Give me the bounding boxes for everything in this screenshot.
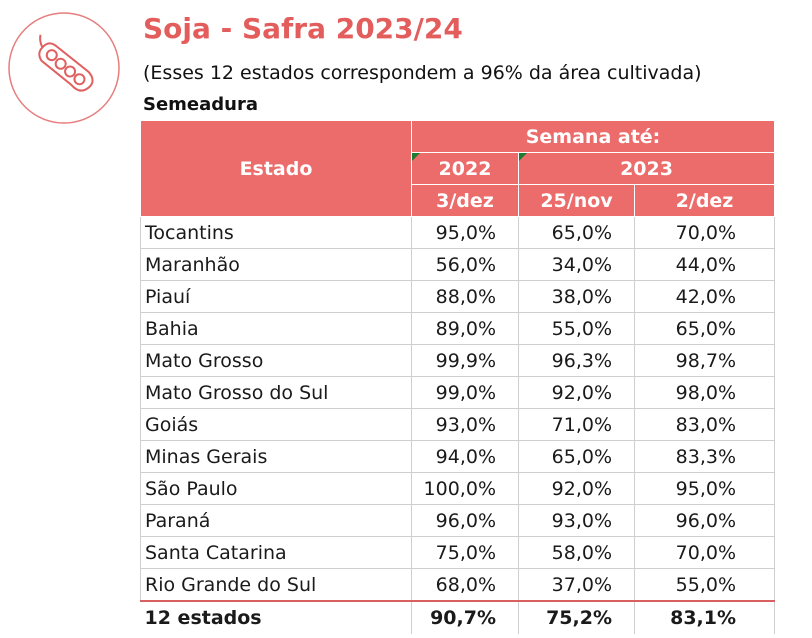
cell-value: 34,0% <box>518 248 635 281</box>
cell-value: 88,0% <box>411 280 519 313</box>
cell-estado: Santa Catarina <box>140 536 412 569</box>
cell-estado: Tocantins <box>140 216 412 249</box>
cell-value: 98,7% <box>634 344 776 377</box>
page-title: Soja - Safra 2023/24 <box>143 12 463 45</box>
cell-value: 70,0% <box>634 536 776 569</box>
cell-value: 93,0% <box>411 408 519 441</box>
cell-value: 94,0% <box>411 440 519 473</box>
table-row: Goiás 93,0% 71,0% 83,0% <box>140 408 776 441</box>
cell-value: 37,0% <box>518 568 635 602</box>
cell-estado: Piauí <box>140 280 412 313</box>
cell-value: 65,0% <box>518 440 635 473</box>
cell-value: 83,3% <box>634 440 776 473</box>
cell-estado: Rio Grande do Sul <box>140 568 412 602</box>
cell-value: 44,0% <box>634 248 776 281</box>
table-row: Mato Grosso 99,9% 96,3% 98,7% <box>140 344 776 377</box>
table-row: Maranhão 56,0% 34,0% 44,0% <box>140 248 776 281</box>
table-row: Piauí 88,0% 38,0% 42,0% <box>140 280 776 313</box>
comment-marker-icon <box>519 153 527 161</box>
cell-value: 71,0% <box>518 408 635 441</box>
comment-marker-icon <box>412 153 420 161</box>
cell-value: 99,9% <box>411 344 519 377</box>
total-value: 75,2% <box>518 600 635 634</box>
header-year-2023: 2023 <box>517 152 776 185</box>
cell-value: 95,0% <box>634 472 776 505</box>
table-row: São Paulo 100,0% 92,0% 95,0% <box>140 472 776 505</box>
table-row: Paraná 96,0% 93,0% 96,0% <box>140 504 776 537</box>
cell-value: 75,0% <box>411 536 519 569</box>
cell-value: 58,0% <box>518 536 635 569</box>
cell-value: 38,0% <box>518 280 635 313</box>
semeadura-table: Estado Semana até: 2022 2023 3/dez 25/no… <box>140 120 776 634</box>
cell-value: 96,0% <box>411 504 519 537</box>
soybean-pod-icon <box>8 12 120 124</box>
cell-value: 56,0% <box>411 248 519 281</box>
header-estado: Estado <box>140 120 412 217</box>
cell-estado: Mato Grosso do Sul <box>140 376 412 409</box>
cell-value: 100,0% <box>411 472 519 505</box>
cell-value: 99,0% <box>411 376 519 409</box>
cell-value: 98,0% <box>634 376 776 409</box>
cell-value: 55,0% <box>634 568 776 602</box>
cell-value: 65,0% <box>634 312 776 345</box>
header-year-2022: 2022 <box>411 152 519 185</box>
cell-estado: Bahia <box>140 312 412 345</box>
cell-value: 95,0% <box>411 216 519 249</box>
header-date-3: 2/dez <box>633 184 776 217</box>
cell-value: 70,0% <box>634 216 776 249</box>
cell-estado: Paraná <box>140 504 412 537</box>
table-row: Mato Grosso do Sul 99,0% 92,0% 98,0% <box>140 376 776 409</box>
table-row: Minas Gerais 94,0% 65,0% 83,3% <box>140 440 776 473</box>
header-semana-ate: Semana até: <box>410 120 776 153</box>
cell-estado: São Paulo <box>140 472 412 505</box>
cell-value: 55,0% <box>518 312 635 345</box>
cell-value: 96,0% <box>634 504 776 537</box>
page-subtitle: (Esses 12 estados correspondem a 96% da … <box>143 62 702 84</box>
total-value: 90,7% <box>411 600 519 634</box>
cell-value: 42,0% <box>634 280 776 313</box>
cell-value: 93,0% <box>518 504 635 537</box>
table-row: Bahia 89,0% 55,0% 65,0% <box>140 312 776 345</box>
cell-estado: Maranhão <box>140 248 412 281</box>
total-value: 83,1% <box>634 600 776 634</box>
header-date-1: 3/dez <box>411 184 519 217</box>
cell-value: 89,0% <box>411 312 519 345</box>
cell-value: 83,0% <box>634 408 776 441</box>
cell-estado: Goiás <box>140 408 412 441</box>
cell-value: 96,3% <box>518 344 635 377</box>
cell-value: 92,0% <box>518 472 635 505</box>
table-row: Santa Catarina 75,0% 58,0% 70,0% <box>140 536 776 569</box>
total-label: 12 estados <box>140 600 412 634</box>
section-label: Semeadura <box>143 94 259 115</box>
header-date-2: 25/nov <box>518 184 635 217</box>
cell-value: 92,0% <box>518 376 635 409</box>
cell-value: 65,0% <box>518 216 635 249</box>
cell-estado: Minas Gerais <box>140 440 412 473</box>
table-row: Tocantins 95,0% 65,0% 70,0% <box>140 216 776 249</box>
total-row: 12 estados 90,7% 75,2% 83,1% <box>140 600 776 634</box>
cell-estado: Mato Grosso <box>140 344 412 377</box>
table-row: Rio Grande do Sul 68,0% 37,0% 55,0% <box>140 568 776 602</box>
cell-value: 68,0% <box>411 568 519 602</box>
